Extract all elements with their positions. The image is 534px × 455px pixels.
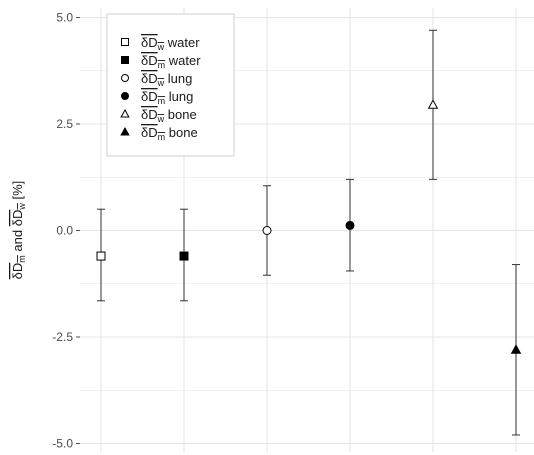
data-point-lung-m <box>345 178 355 272</box>
legend-label: δDm water <box>141 53 201 70</box>
legend-subscript: w <box>157 78 165 88</box>
data-point-lung-w <box>262 185 272 276</box>
y-axis-title-group: δDm and δDw [%] <box>10 181 27 280</box>
marker-filled-circle <box>345 220 355 230</box>
legend-quantity: δD <box>141 107 158 122</box>
marker-open-triangle <box>427 99 439 109</box>
y-axis-title-text: δDm and δDw [%] <box>10 181 27 280</box>
y-title-subscript: m <box>17 255 27 263</box>
data-point-bone-w <box>427 29 439 180</box>
legend-item-lung-w: δDw lung <box>121 71 192 88</box>
legend-item-water-m: δDm water <box>121 53 201 70</box>
y-title-unit: [%] <box>10 181 25 200</box>
legend-quantity: δD <box>141 71 158 86</box>
legend-medium: lung <box>169 89 194 104</box>
legend-box <box>106 13 235 157</box>
legend-marker-filled-square <box>121 56 129 64</box>
legend-subscript: m <box>158 60 166 70</box>
y-axis-title: δDm and δDw [%] <box>10 181 27 280</box>
legend-item-bone-m: δDm bone <box>120 125 198 142</box>
y-title-quantity: δD <box>10 263 25 280</box>
y-tick-label: 0.0 <box>56 224 73 238</box>
y-title-subscript: w <box>17 203 27 211</box>
legend-subscript: w <box>157 42 165 52</box>
data-point-water-w <box>96 208 106 302</box>
legend-subscript: m <box>158 96 166 106</box>
legend-subscript: m <box>158 132 166 142</box>
legend-label: δDw lung <box>141 71 192 88</box>
legend-marker-open-triangle <box>120 108 130 118</box>
legend-quantity: δD <box>141 125 158 140</box>
legend-label: δDm bone <box>141 125 198 142</box>
y-tick-label: -2.5 <box>52 330 73 344</box>
marker-open-square <box>96 251 106 261</box>
data-point-bone-m <box>510 264 522 436</box>
marker-filled-triangle <box>510 344 522 354</box>
legend-label: δDm lung <box>141 89 193 106</box>
legend-subscript: w <box>157 114 165 124</box>
legend-medium: water <box>168 53 201 68</box>
legend-item-bone-w: δDw bone <box>120 107 197 124</box>
legend-label: δDw bone <box>141 107 197 124</box>
y-title-quantity: δD <box>10 210 25 227</box>
legend-medium: water <box>167 35 200 50</box>
y-tick-label: 2.5 <box>56 117 73 131</box>
y-tick-label: -5.0 <box>52 437 73 451</box>
marker-open-circle <box>262 226 272 235</box>
data-point-water-m <box>179 208 189 302</box>
y-axis: 5.0 2.5 0.0 -2.5 -5.0 <box>52 11 80 451</box>
legend-marker-open-square <box>121 38 129 46</box>
legend-marker-filled-triangle <box>120 126 130 136</box>
legend-quantity: δD <box>141 53 158 68</box>
legend-item-water-w: δDw water <box>121 35 200 52</box>
legend-quantity: δD <box>141 35 158 50</box>
legend-item-lung-m: δDm lung <box>121 89 193 106</box>
legend-marker-open-circle <box>121 74 129 82</box>
legend-marker-filled-circle <box>121 92 129 100</box>
legend-medium: bone <box>169 125 198 140</box>
legend-quantity: δD <box>141 89 158 104</box>
marker-filled-square <box>179 251 189 261</box>
legend-medium: bone <box>168 107 197 122</box>
legend-label: δDw water <box>141 35 200 52</box>
y-title-joiner: and <box>10 230 25 252</box>
y-tick-label: 5.0 <box>56 11 73 25</box>
legend-medium: lung <box>168 71 193 86</box>
data-marks <box>96 29 522 436</box>
